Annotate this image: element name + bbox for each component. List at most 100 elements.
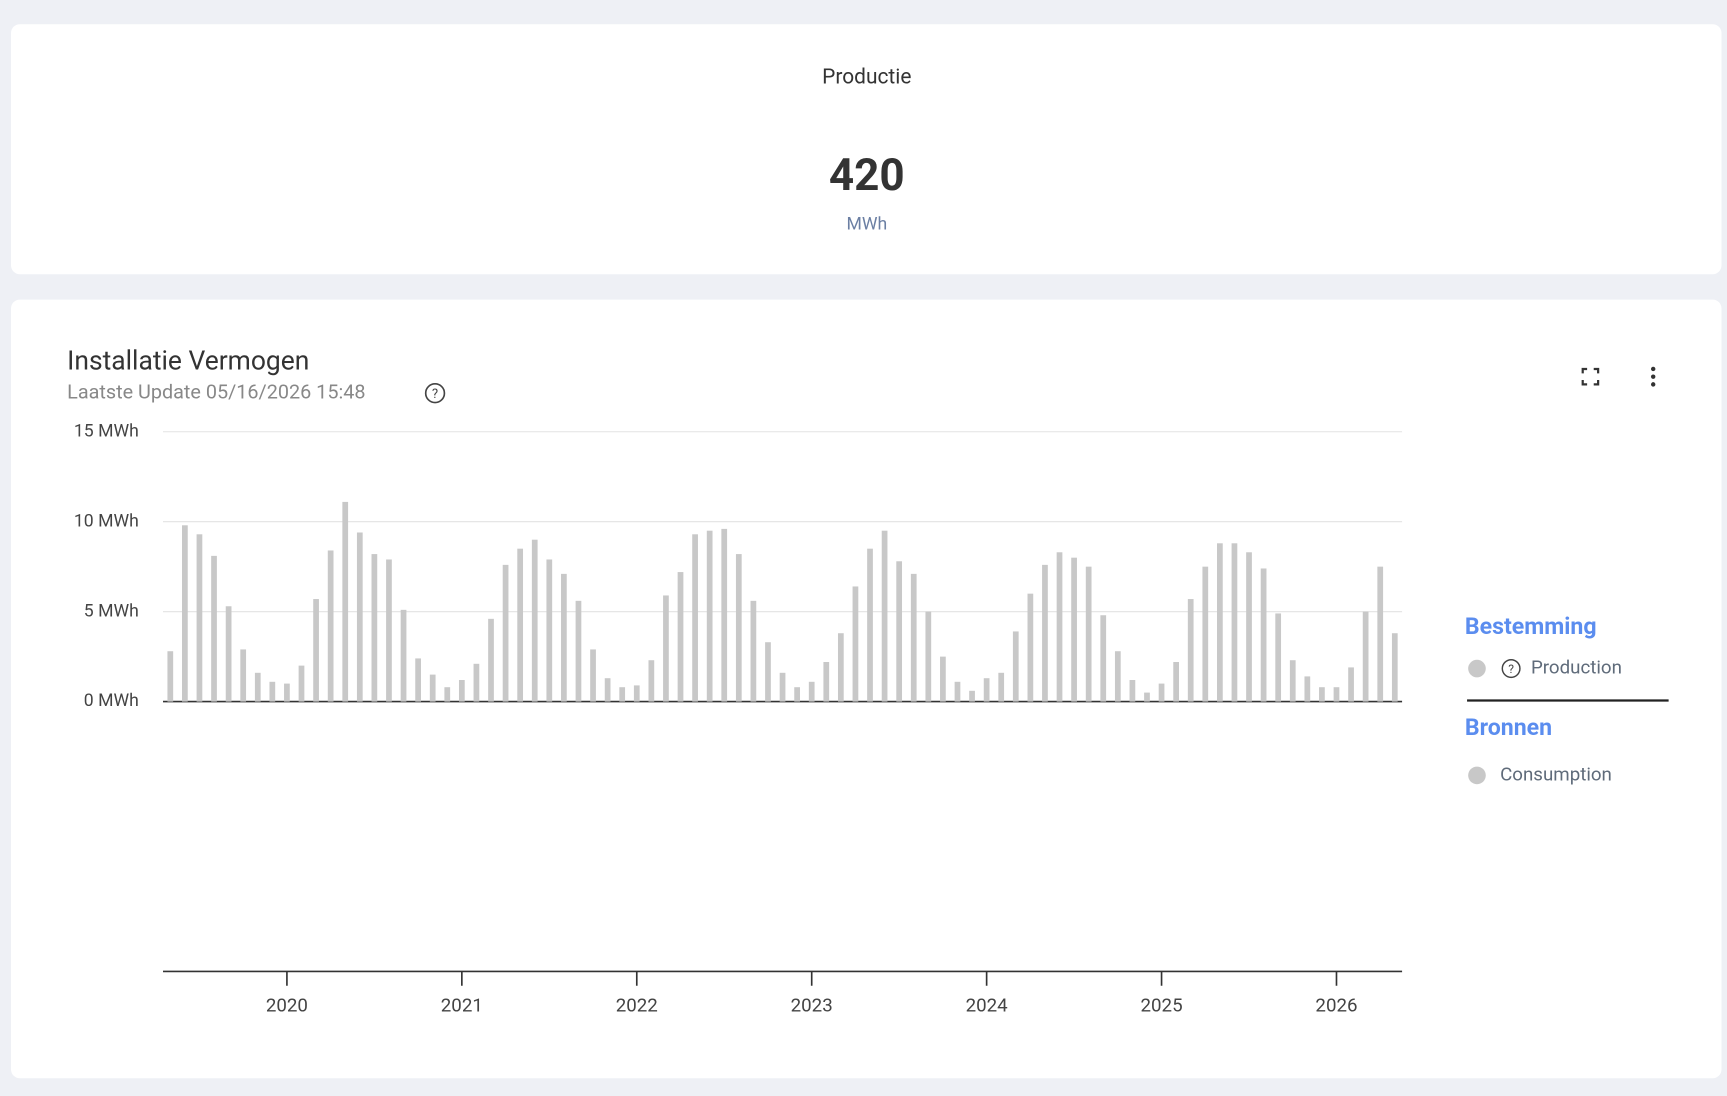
bar bbox=[721, 528, 728, 702]
bar bbox=[983, 678, 990, 702]
kpi-unit: MWh bbox=[846, 214, 887, 234]
bar bbox=[925, 611, 932, 702]
bar bbox=[677, 572, 684, 702]
bar bbox=[954, 681, 961, 702]
bar bbox=[1144, 692, 1150, 702]
bar bbox=[808, 681, 815, 702]
bar bbox=[1260, 568, 1267, 702]
bar bbox=[794, 687, 800, 702]
bar bbox=[692, 534, 698, 702]
bar bbox=[1289, 660, 1296, 702]
bar bbox=[488, 618, 494, 702]
bar bbox=[663, 595, 669, 702]
bar bbox=[1319, 687, 1325, 702]
bar bbox=[1042, 564, 1048, 702]
bar bbox=[400, 609, 407, 702]
bar bbox=[1114, 651, 1121, 702]
bar bbox=[313, 599, 319, 702]
x-tick-label: 2022 bbox=[616, 995, 658, 1017]
bar bbox=[1231, 543, 1238, 702]
bar bbox=[648, 660, 655, 702]
kpi-value: 420 bbox=[829, 149, 905, 201]
bar bbox=[896, 561, 903, 702]
bar bbox=[1173, 662, 1179, 702]
plot: 0 MWh 5 MWh 10 MWh 15 MWh 2020 2021 2022 2023 20… bbox=[74, 421, 1403, 1017]
bar bbox=[415, 658, 421, 702]
help-circle bbox=[424, 383, 446, 404]
bar bbox=[867, 548, 873, 702]
bar bbox=[1202, 566, 1209, 702]
bar bbox=[1217, 543, 1223, 702]
menu-dot bbox=[1650, 382, 1656, 387]
bar bbox=[1391, 633, 1398, 702]
bar bbox=[298, 665, 305, 702]
chart-card bbox=[11, 299, 1722, 1079]
legend-item[interactable]: ? Production bbox=[1468, 656, 1622, 678]
legend-item[interactable]: Consumption bbox=[1468, 763, 1612, 785]
bar bbox=[765, 642, 771, 702]
bar bbox=[429, 674, 436, 702]
kpi-card bbox=[11, 24, 1722, 275]
help-icon[interactable]: ? bbox=[424, 383, 446, 404]
help-glyph: ? bbox=[432, 387, 438, 402]
x-tick-label: 2020 bbox=[266, 995, 308, 1017]
legend-swatch bbox=[1468, 659, 1486, 678]
bar bbox=[546, 559, 553, 702]
legend-group-title: Bestemming bbox=[1465, 613, 1597, 640]
help-circle bbox=[1501, 659, 1521, 679]
bar bbox=[327, 550, 334, 702]
bar bbox=[604, 678, 611, 702]
bar bbox=[881, 530, 888, 702]
menu-button[interactable] bbox=[1650, 366, 1656, 387]
bar bbox=[240, 649, 247, 702]
bar bbox=[167, 651, 174, 702]
bar bbox=[1027, 593, 1034, 702]
x-tick-label: 2025 bbox=[1141, 995, 1183, 1017]
bar bbox=[1071, 557, 1077, 702]
legend-group-title: Bronnen bbox=[1465, 714, 1552, 741]
x-tick-label: 2026 bbox=[1315, 995, 1357, 1017]
bar bbox=[735, 554, 742, 702]
bar bbox=[342, 501, 349, 702]
expand-button[interactable] bbox=[1581, 367, 1600, 386]
x-tick-label: 2021 bbox=[441, 995, 483, 1017]
bar bbox=[356, 532, 363, 702]
bar bbox=[1333, 687, 1340, 702]
bar bbox=[1275, 613, 1282, 702]
bar bbox=[852, 586, 859, 702]
bar bbox=[182, 525, 188, 702]
expand-icon bbox=[1581, 367, 1600, 386]
bar bbox=[561, 573, 567, 702]
bar bbox=[575, 600, 582, 702]
bar bbox=[940, 656, 946, 702]
bar bbox=[750, 600, 757, 702]
bar bbox=[211, 555, 217, 702]
bar bbox=[1012, 631, 1019, 702]
bar bbox=[633, 685, 640, 702]
bar bbox=[444, 687, 451, 702]
bar bbox=[1100, 615, 1107, 702]
bar bbox=[502, 564, 509, 702]
bar bbox=[1246, 552, 1252, 702]
chart-title: Installatie Vermogen bbox=[67, 345, 309, 376]
help-glyph: ? bbox=[1508, 662, 1514, 676]
bar bbox=[284, 683, 290, 702]
bar bbox=[837, 633, 844, 702]
x-tick-label: 2023 bbox=[791, 995, 833, 1017]
bar bbox=[1129, 680, 1136, 702]
legend-swatch bbox=[1468, 766, 1486, 785]
bar bbox=[1085, 566, 1092, 702]
bar bbox=[969, 690, 975, 702]
bar bbox=[779, 672, 786, 702]
y-tick-label: 5 MWh bbox=[84, 601, 139, 621]
bar bbox=[1362, 611, 1369, 702]
bar bbox=[531, 539, 538, 702]
bar bbox=[196, 534, 203, 702]
bar bbox=[823, 662, 830, 702]
bar bbox=[910, 573, 917, 702]
bar bbox=[225, 606, 232, 702]
x-tick-label: 2024 bbox=[966, 995, 1009, 1017]
bar bbox=[1158, 683, 1165, 702]
